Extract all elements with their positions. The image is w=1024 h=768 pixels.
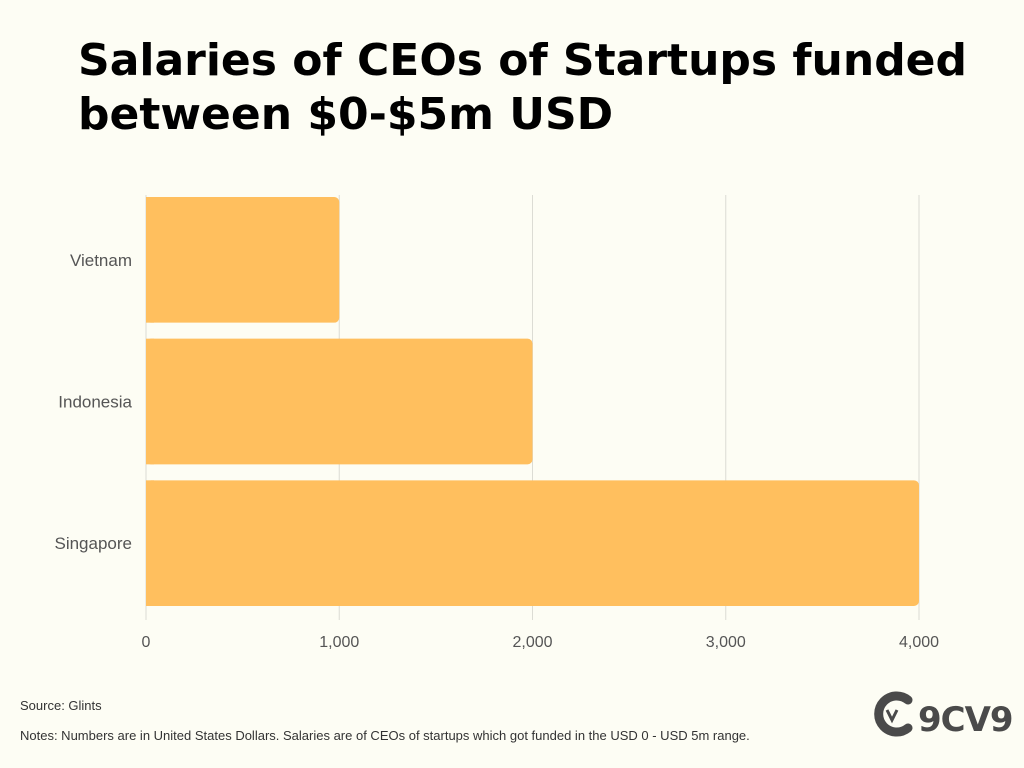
tick-labels: 0 1,000 2,000 3,000 4,000 [142, 634, 940, 651]
logo-wordmark: 9CV9 [918, 700, 1014, 740]
bar-base [146, 197, 154, 323]
category-label: Singapore [54, 534, 132, 553]
category-label: Indonesia [58, 393, 132, 412]
bar-indonesia [146, 338, 533, 465]
x-tick-label: 4,000 [899, 634, 939, 651]
chart-title: Salaries of CEOs of Startups funded betw… [78, 35, 968, 140]
source-note: Source: Glints [20, 698, 102, 713]
category-label: Vietnam [70, 251, 132, 270]
x-tick-label: 1,000 [319, 634, 359, 651]
bar-vietnam [146, 197, 340, 323]
9cv9-logo-icon [874, 691, 913, 737]
bar-base [146, 338, 154, 465]
x-tick-label: 2,000 [512, 634, 552, 651]
x-tick-label: 0 [142, 634, 151, 651]
bar-chart: Vietnam Indonesia Singapore 0 1,000 2,000 3,0… [54, 195, 940, 651]
bars [146, 197, 919, 606]
category-labels: Vietnam Indonesia Singapore [54, 251, 132, 553]
notes-text: Notes: Numbers are in United States Doll… [20, 728, 750, 743]
x-tick-label: 3,000 [706, 634, 746, 651]
bar-singapore [146, 480, 919, 606]
bar-base [146, 480, 154, 606]
